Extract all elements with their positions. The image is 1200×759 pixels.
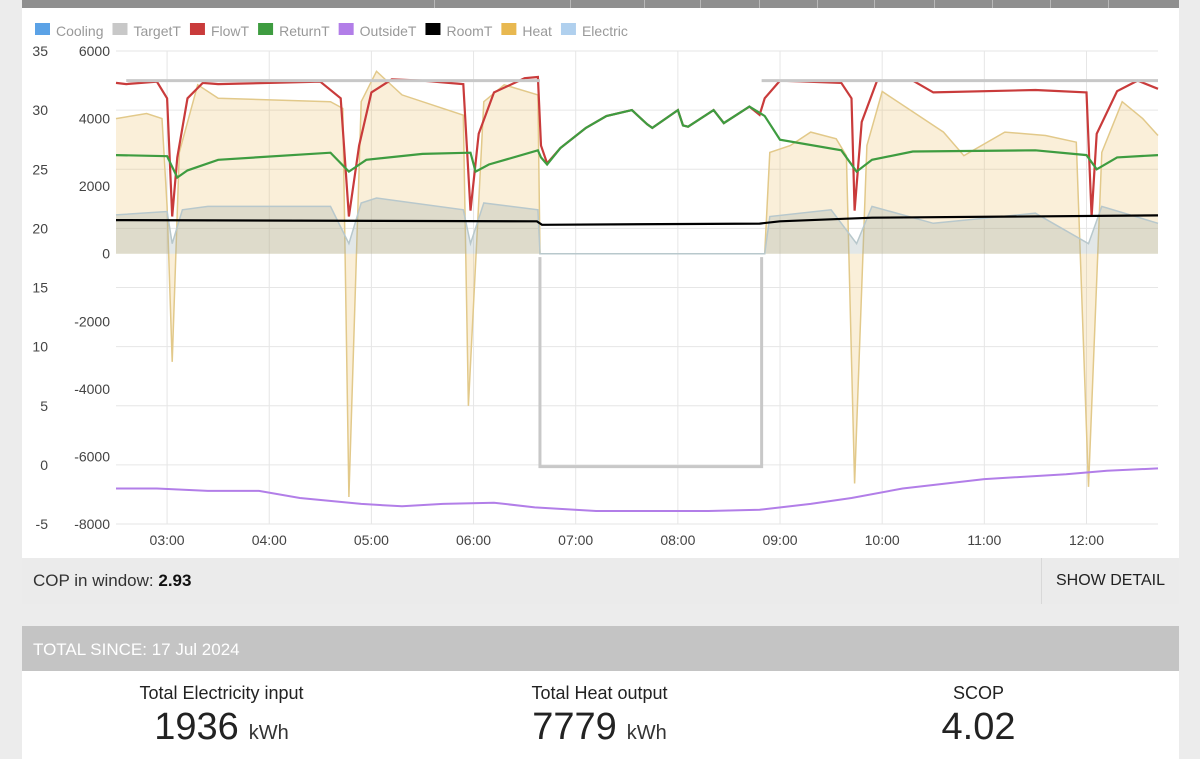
- y-tick-power: 4000: [79, 111, 110, 127]
- scop-value: 4.02: [941, 706, 1016, 748]
- electric-area: [116, 198, 1158, 254]
- x-tick-label: 06:00: [456, 532, 491, 548]
- y-tick-power: -4000: [74, 381, 110, 397]
- y-tick-power: 2000: [79, 178, 110, 194]
- x-tick-label: 12:00: [1069, 532, 1104, 548]
- y-tick-power: 0: [102, 246, 110, 262]
- scop-stat: SCOP 4.02: [786, 671, 1171, 749]
- legend-swatch-electric: [560, 23, 576, 35]
- top-toolbar-strip: [22, 0, 1179, 8]
- y-tick-temperature: 35: [32, 43, 48, 59]
- cop-label: COP in window:: [33, 571, 154, 590]
- heat-label: Total Heat output: [531, 683, 668, 703]
- heat-unit: kWh: [626, 722, 667, 744]
- electricity-value: 1936: [154, 706, 239, 748]
- chart-canvas: 35 30 25 20 15 10 5 0 -5 6000 4000 2000 0 -2000 -4000 -…: [32, 23, 1159, 548]
- legend-label-outsidet: OutsideT: [360, 23, 417, 39]
- legend-swatch-cooling: [35, 23, 50, 35]
- heat-value: 7779: [532, 706, 617, 748]
- y-tick-temperature: 25: [32, 161, 48, 177]
- electricity-unit: kWh: [248, 722, 289, 744]
- totals-title: TOTAL SINCE: 17 Jul 2024: [33, 640, 240, 659]
- electric-line: [115, 197, 1159, 255]
- x-tick-label: 09:00: [762, 532, 797, 548]
- legend-label-flowt: FlowT: [211, 23, 250, 39]
- electricity-label: Total Electricity input: [139, 683, 304, 703]
- legend-label-cooling: Cooling: [56, 23, 103, 39]
- totals-panel: Total Electricity input 1936 kWh Total He…: [22, 671, 1179, 759]
- legend-swatch-flowt: [189, 23, 205, 35]
- y-tick-temperature: 20: [32, 220, 48, 236]
- x-tick-label: 07:00: [558, 532, 593, 548]
- legend-label-roomt: RoomT: [446, 23, 492, 39]
- roomt-line: [115, 214, 1159, 226]
- scop-label: SCOP: [952, 683, 1004, 703]
- cop-in-window: COP in window: 2.93: [33, 571, 191, 591]
- x-tick-label: 08:00: [660, 532, 695, 548]
- legend-swatch-heat: [501, 23, 517, 35]
- y-tick-power: 6000: [79, 43, 110, 59]
- power-temperature-chart[interactable]: 35 30 25 20 15 10 5 0 -5 6000 4000 2000 0 -2000 -4000 -…: [22, 8, 1179, 558]
- y-tick-temperature: 15: [32, 280, 48, 296]
- y-tick-temperature: 0: [40, 457, 48, 473]
- y-tick-power: -2000: [74, 313, 110, 329]
- legend-label-electric: Electric: [582, 23, 628, 39]
- legend-swatch-targett: [112, 23, 128, 35]
- x-tick-label: 11:00: [967, 532, 1001, 548]
- totals-header: TOTAL SINCE: 17 Jul 2024: [22, 626, 1179, 671]
- x-tick-label: 03:00: [150, 532, 185, 548]
- y-tick-temperature: 10: [32, 339, 48, 355]
- show-detail-button[interactable]: SHOW DETAIL: [1041, 558, 1179, 604]
- legend-swatch-roomt: [425, 23, 441, 35]
- legend-label-returnt: ReturnT: [279, 23, 330, 39]
- legend-swatch-outsidet: [338, 23, 354, 35]
- y-tick-temperature: 30: [32, 102, 48, 118]
- y-tick-power: -6000: [74, 448, 110, 464]
- cop-value: 2.93: [158, 571, 192, 590]
- outsidet-line: [116, 467, 1159, 512]
- x-tick-label: 04:00: [252, 532, 287, 548]
- targett-block: [538, 257, 764, 469]
- legend-label-targett: TargetT: [133, 23, 181, 39]
- x-tick-label: 05:00: [354, 532, 389, 548]
- x-tick-label: 10:00: [865, 532, 900, 548]
- returnt-line: [115, 105, 1159, 180]
- cop-bar: COP in window: 2.93 SHOW DETAIL: [22, 558, 1179, 604]
- y-tick-temperature: -5: [36, 516, 49, 532]
- heat-area: [116, 71, 1158, 498]
- y-tick-power: -8000: [74, 516, 110, 532]
- y-tick-temperature: 5: [40, 398, 48, 414]
- electricity-stat: Total Electricity input 1936 kWh: [29, 671, 414, 749]
- heat-stat: Total Heat output 7779 kWh: [407, 671, 792, 749]
- legend-label-heat: Heat: [522, 23, 552, 39]
- legend-swatch-returnt: [258, 23, 274, 35]
